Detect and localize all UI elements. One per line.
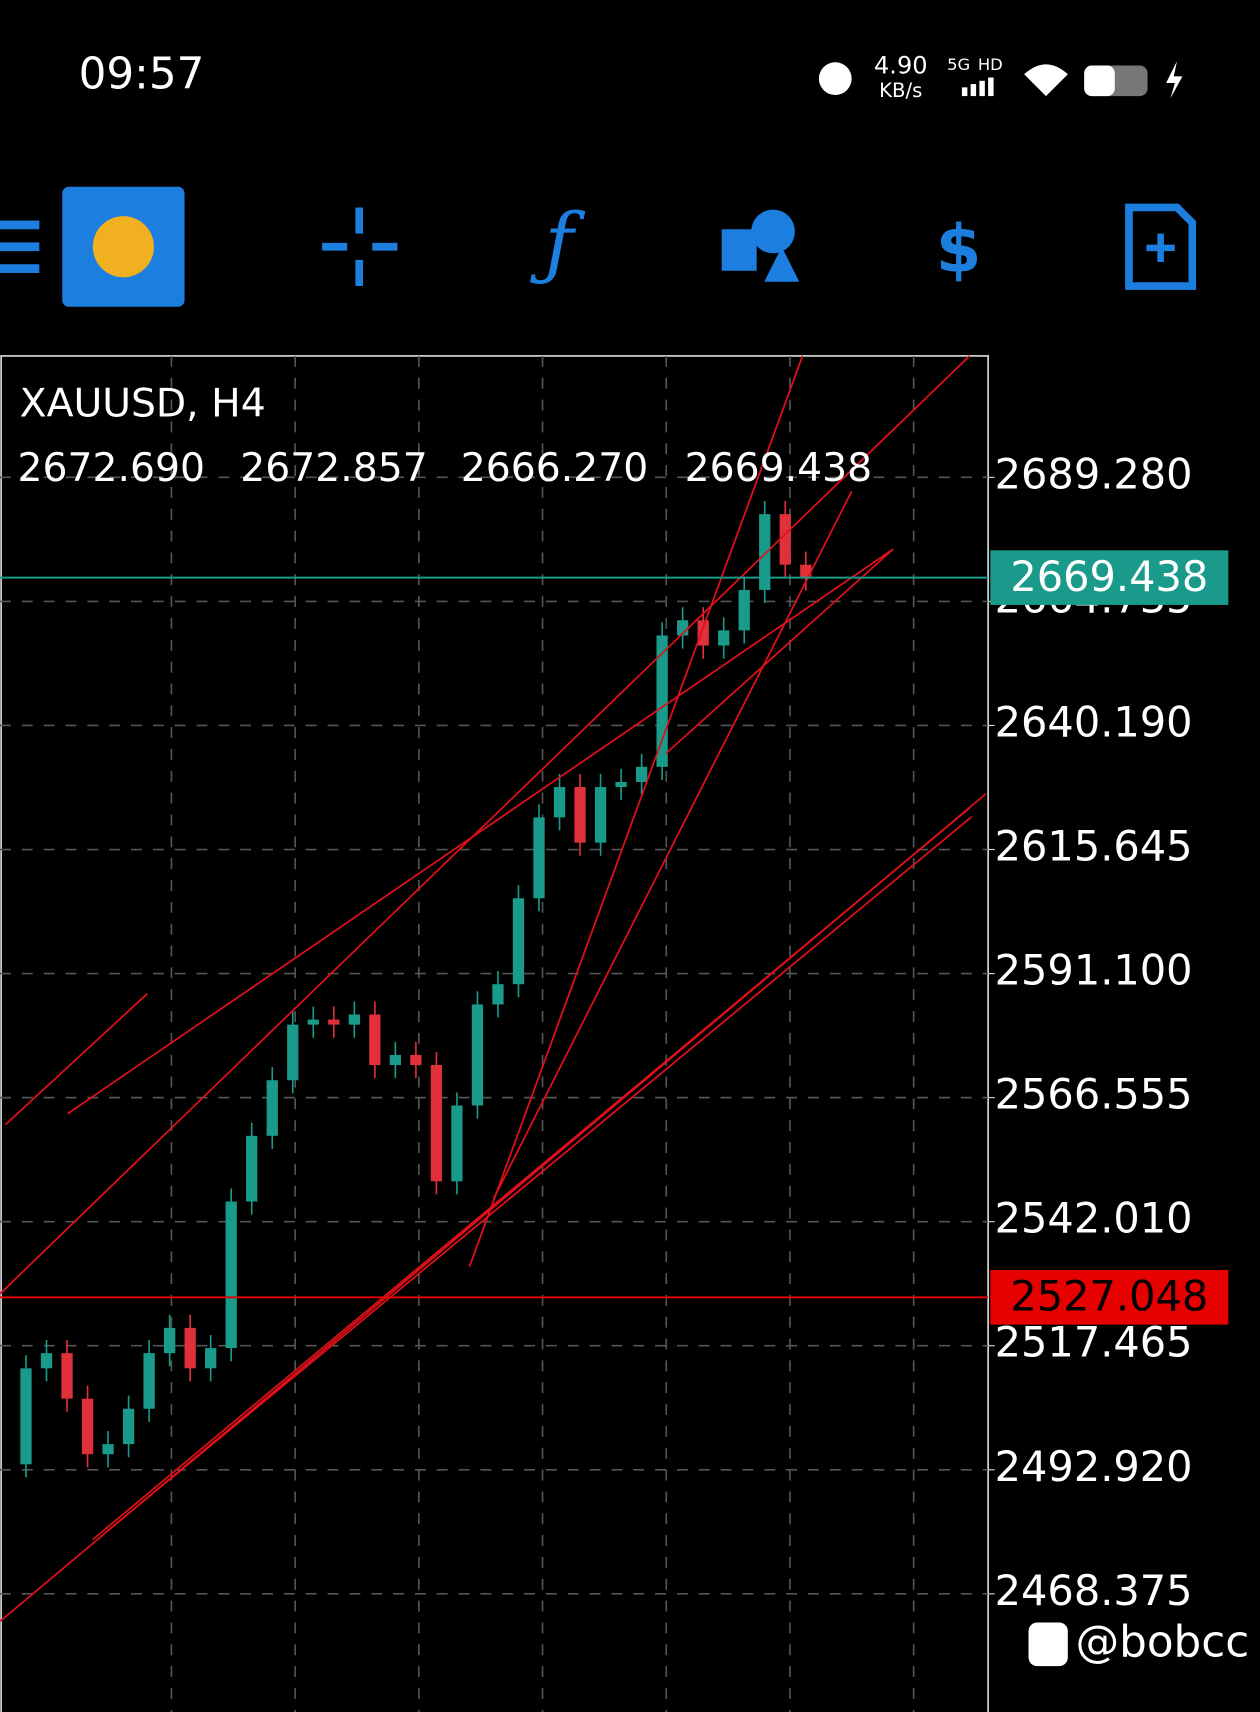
price-label: 2527.048: [1010, 1271, 1208, 1320]
symbol-title: XAUUSD, H4: [20, 382, 266, 427]
facebook-icon: [1028, 1622, 1068, 1667]
network-type: 5G: [947, 55, 970, 74]
wifi-icon: [1024, 64, 1068, 97]
ohlc-low: 2666.270: [461, 446, 649, 491]
candle-body: [102, 1444, 114, 1455]
menu-button[interactable]: [0, 220, 40, 273]
clock: 09:57: [79, 48, 205, 99]
price-label: 2669.438: [1010, 552, 1208, 601]
candle-body: [348, 1014, 360, 1025]
candle-body: [574, 787, 586, 843]
candle-body: [533, 817, 545, 899]
candle-body: [266, 1080, 278, 1136]
candle-body: [163, 1327, 176, 1354]
signal-icon: [961, 77, 994, 97]
y-tick-label: 2468.375: [995, 1566, 1193, 1615]
price-axis: 2689.2802664.7352640.1902615.6452591.100…: [988, 449, 1193, 1615]
candle-body: [759, 514, 771, 590]
watermark: @bobcc: [1075, 1616, 1249, 1667]
hd-indicator: HD: [978, 55, 1003, 74]
charging-icon: [1166, 61, 1183, 99]
ohlc-high: 2672.857: [240, 446, 428, 491]
candle-body: [779, 514, 791, 565]
candle-body: [738, 589, 750, 631]
ohlc-close: 2669.438: [685, 446, 873, 491]
candle-body: [389, 1054, 402, 1066]
price-label-box: [990, 1270, 1229, 1325]
candle-body: [307, 1019, 319, 1025]
candle-body: [718, 630, 730, 646]
candle-body: [61, 1353, 73, 1399]
candle-body: [143, 1353, 155, 1409]
candle-body: [20, 1368, 32, 1465]
trade-button[interactable]: $: [936, 211, 982, 287]
ohlc-open: 2672.690: [17, 446, 205, 491]
crosshair-button[interactable]: [322, 207, 398, 287]
candle-body: [471, 1004, 484, 1106]
trend-lines: [0, 355, 987, 1623]
candle-body: [328, 1019, 340, 1025]
y-tick-label: 2640.190: [995, 697, 1193, 746]
candle-body: [184, 1327, 196, 1369]
net-speed-unit: KB/s: [879, 79, 922, 102]
objects-button[interactable]: [721, 209, 800, 282]
candle-body: [492, 984, 504, 1005]
candle-body: [800, 564, 812, 578]
candle-body: [40, 1353, 53, 1369]
candle-body: [594, 787, 607, 843]
alarm-icon: [818, 62, 852, 95]
chart-frame: [0, 355, 989, 1712]
y-tick-label: 2591.100: [995, 946, 1193, 995]
candle-body: [615, 782, 627, 788]
net-speed: 4.90: [874, 52, 927, 80]
y-tick-label: 2615.645: [995, 822, 1193, 871]
candle-body: [677, 620, 689, 636]
candle-body: [225, 1201, 237, 1349]
candle-body: [81, 1398, 94, 1455]
y-tick-label: 2566.555: [995, 1070, 1193, 1119]
y-tick-label: 2492.920: [995, 1442, 1193, 1491]
candle-body: [287, 1024, 299, 1081]
candles: [20, 501, 812, 1478]
price-label-box: [990, 550, 1229, 605]
candle-body: [205, 1348, 217, 1369]
candle-body: [369, 1014, 381, 1066]
candle-body: [553, 787, 566, 818]
y-tick-label: 2689.280: [995, 449, 1193, 498]
y-tick-label: 2542.010: [995, 1194, 1193, 1243]
candle-body: [697, 620, 709, 646]
y-tick-label: 2517.465: [995, 1318, 1193, 1367]
candle-body: [430, 1065, 443, 1182]
battery-level: [1084, 65, 1115, 97]
candle-body: [451, 1105, 463, 1182]
candle-body: [410, 1054, 422, 1066]
candle-body: [635, 766, 648, 783]
candle-body: [512, 898, 525, 985]
candle-body: [656, 635, 668, 767]
candle-body: [246, 1135, 258, 1202]
candle-body: [122, 1408, 135, 1445]
new-order-button[interactable]: [1125, 203, 1197, 290]
app-logo-mark: [92, 216, 154, 278]
